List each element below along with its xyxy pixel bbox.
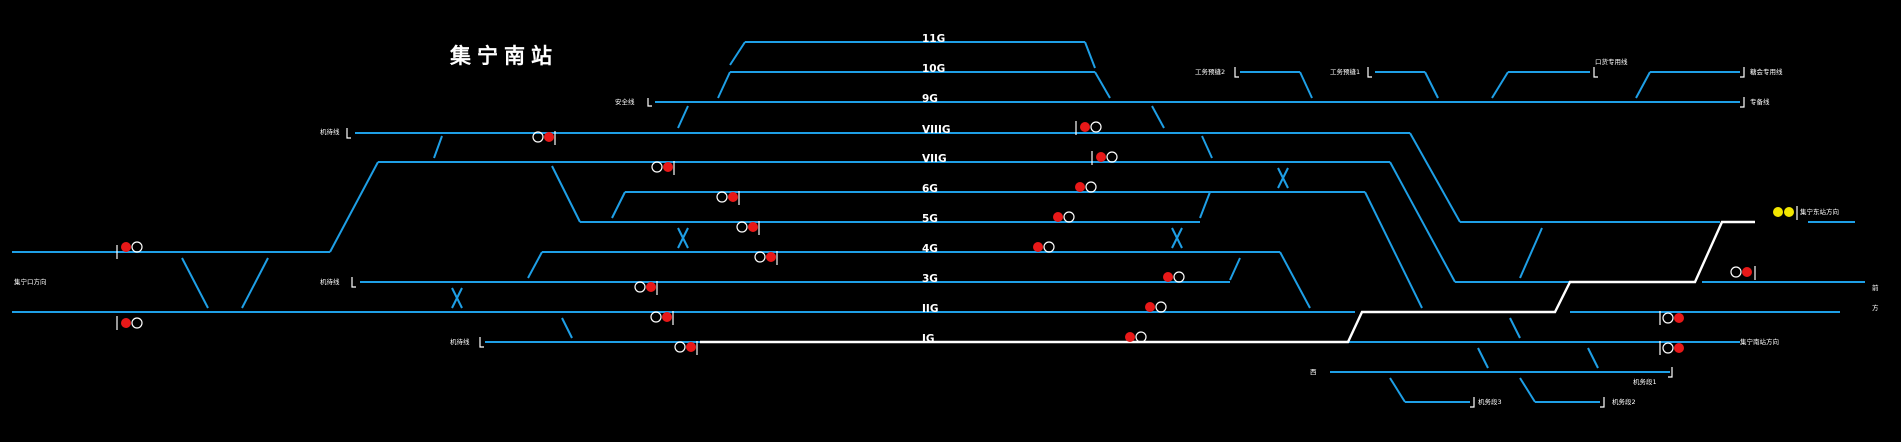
buffer-stop: [1470, 397, 1475, 408]
label-jiyou-mid: 机待线: [320, 277, 340, 286]
label-right-mid-a: 前: [1872, 283, 1879, 292]
buffer-stop: [1367, 67, 1372, 78]
label-gongwu2: 工务预缝2: [1195, 67, 1225, 76]
label-4g: 4G: [922, 243, 938, 255]
label-10g: 10G: [922, 63, 945, 75]
buffer-stop: [1600, 397, 1605, 408]
label-right-top2: 专备线: [1750, 97, 1770, 106]
label-gongwu1: 工务预缝1: [1330, 67, 1360, 76]
signal[interactable]: [1659, 341, 1684, 355]
label-5g: 5G: [922, 213, 938, 225]
label-6g: 6G: [922, 183, 938, 195]
signal[interactable]: [116, 316, 143, 330]
label-bottom-r2: 机务段2: [1612, 397, 1636, 406]
signal[interactable]: [116, 241, 143, 259]
buffer-stops: [346, 67, 1745, 408]
label-2g: IIG: [922, 303, 938, 315]
signal[interactable]: [1075, 121, 1102, 135]
label-bottom-r1: 机务段1: [1633, 377, 1657, 386]
label-jiyou-top: 机待线: [320, 127, 340, 136]
label-1g: IG: [922, 333, 935, 345]
label-bottom-r3: 机务段3: [1478, 397, 1502, 406]
label-left-main: 集宁口方向: [14, 277, 47, 286]
label-3g: 3G: [922, 273, 938, 285]
signal[interactable]: [1053, 211, 1075, 223]
signal[interactable]: [1145, 301, 1167, 313]
signal[interactable]: [532, 131, 556, 145]
label-bottom-left: 西: [1310, 368, 1317, 376]
signal[interactable]: [1163, 271, 1185, 283]
signal[interactable]: [1659, 311, 1684, 325]
signal[interactable]: [1125, 331, 1147, 343]
signals: [116, 121, 1798, 355]
signal[interactable]: [754, 251, 778, 265]
buffer-stop: [1593, 67, 1598, 78]
label-jiyou-bottom: 机待线: [450, 337, 470, 346]
signal[interactable]: [1773, 206, 1798, 220]
buffer-stop: [1234, 67, 1239, 78]
siding-labels: 安全线 机待线 机待线 机待线 工务预缝2 工务预缝1 口货专用线 糖会专用线 …: [14, 57, 1879, 406]
signal[interactable]: [1091, 151, 1118, 165]
station-title: 集宁南站: [450, 43, 558, 68]
buffer-stop: [1740, 67, 1745, 78]
track-labels: 11G 10G 9G VIIIG VIIG 6G 5G 4G 3G IIG IG: [922, 33, 950, 345]
signal[interactable]: [1730, 266, 1756, 280]
label-11g: 11G: [922, 33, 945, 45]
buffer-stop: [647, 98, 652, 107]
signal[interactable]: [634, 281, 658, 295]
label-7g: VIIG: [922, 153, 947, 165]
locked-route: [700, 220, 1755, 344]
buffer-stop: [479, 337, 484, 348]
route-path: [700, 220, 1755, 344]
signal[interactable]: [1075, 181, 1097, 193]
buffer-stop: [351, 277, 356, 288]
signal[interactable]: [650, 311, 674, 325]
buffer-stop: [1668, 367, 1673, 378]
label-right-east: 集宁东站方向: [1800, 207, 1839, 216]
label-9g: 9G: [922, 93, 938, 105]
signal[interactable]: [674, 341, 698, 355]
buffer-stop: [1740, 97, 1745, 108]
main-tracks: [12, 41, 1740, 343]
turnouts: [12, 41, 1865, 403]
signal[interactable]: [651, 161, 675, 175]
signal[interactable]: [736, 221, 760, 235]
label-8g: VIIIG: [922, 124, 950, 136]
label-right-top1: 糖会专用线: [1750, 67, 1783, 76]
label-zhuanyong: 口货专用线: [1595, 57, 1628, 66]
label-anquan: 安全线: [615, 97, 635, 106]
label-right-mid-b: 方: [1872, 303, 1879, 312]
label-right-south: 集宁南站方向: [1740, 337, 1779, 346]
buffer-stop: [346, 128, 351, 139]
signal[interactable]: [716, 191, 740, 205]
signal[interactable]: [1033, 241, 1055, 253]
